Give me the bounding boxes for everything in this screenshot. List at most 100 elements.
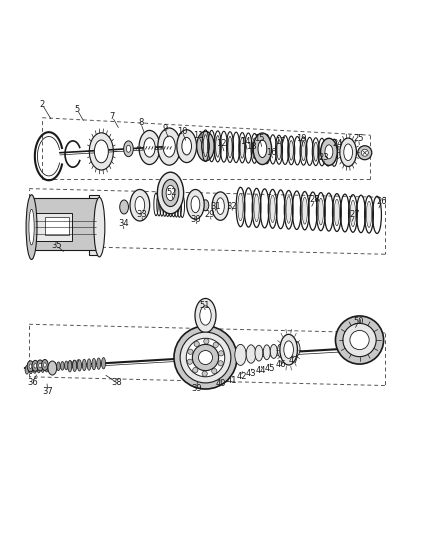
Ellipse shape [191,196,199,213]
Ellipse shape [313,142,317,161]
Text: 35: 35 [51,241,62,250]
Ellipse shape [166,185,174,200]
Text: 11: 11 [193,131,203,140]
Ellipse shape [253,133,271,165]
Ellipse shape [276,140,280,160]
Text: 37: 37 [42,387,53,395]
Circle shape [335,316,383,364]
Text: 10: 10 [177,127,187,136]
Ellipse shape [33,365,36,373]
Ellipse shape [139,131,159,165]
Ellipse shape [34,364,36,368]
Ellipse shape [339,138,356,166]
Ellipse shape [60,361,64,370]
Text: 52: 52 [166,189,176,198]
Text: 41: 41 [226,376,237,385]
Text: 47: 47 [288,356,299,365]
Ellipse shape [157,128,180,165]
Ellipse shape [216,198,224,214]
Ellipse shape [130,189,149,221]
Text: 23: 23 [318,154,328,163]
Ellipse shape [350,200,355,227]
Ellipse shape [253,194,258,222]
Ellipse shape [41,364,44,373]
Text: 40: 40 [215,379,225,388]
Text: 34: 34 [118,219,128,228]
Ellipse shape [64,361,68,370]
Ellipse shape [94,140,108,163]
Ellipse shape [286,196,291,223]
Ellipse shape [285,343,291,356]
Circle shape [180,332,230,383]
Circle shape [218,351,223,356]
Ellipse shape [37,364,40,373]
Ellipse shape [279,334,297,365]
Polygon shape [89,195,99,255]
Ellipse shape [29,209,34,245]
Ellipse shape [289,141,293,160]
Circle shape [349,330,368,350]
Circle shape [211,368,216,374]
Text: 5: 5 [74,106,80,115]
Ellipse shape [177,130,196,163]
Ellipse shape [94,197,105,257]
Ellipse shape [196,131,214,161]
Text: 9: 9 [162,124,167,133]
Ellipse shape [318,198,323,225]
Circle shape [198,351,212,365]
Ellipse shape [277,344,283,357]
Bar [45,217,69,235]
Text: 38: 38 [111,378,122,387]
Text: 36: 36 [27,378,38,387]
Text: 50: 50 [353,317,363,326]
Ellipse shape [264,139,268,159]
Ellipse shape [157,172,183,214]
Ellipse shape [343,144,352,160]
Ellipse shape [254,345,262,361]
Text: 46: 46 [275,360,286,369]
Text: 32: 32 [226,201,237,211]
Ellipse shape [72,360,76,369]
Ellipse shape [270,344,277,358]
Text: 51: 51 [198,301,209,310]
Ellipse shape [263,345,270,360]
Ellipse shape [237,193,243,221]
Ellipse shape [283,341,293,358]
Circle shape [357,146,371,160]
Ellipse shape [291,341,299,356]
Text: 43: 43 [245,369,256,378]
Text: 45: 45 [264,364,275,373]
Ellipse shape [26,195,37,260]
Ellipse shape [181,138,191,155]
Ellipse shape [45,363,48,372]
Circle shape [192,344,218,370]
Ellipse shape [29,364,32,368]
Ellipse shape [42,359,48,370]
Text: 39: 39 [191,384,201,393]
Ellipse shape [240,138,244,158]
Ellipse shape [227,136,232,158]
Circle shape [173,326,237,389]
Ellipse shape [194,298,215,333]
Circle shape [218,361,223,366]
Ellipse shape [68,361,72,372]
Text: 12: 12 [216,140,226,149]
Text: 19: 19 [296,134,306,143]
Ellipse shape [49,363,52,372]
Ellipse shape [201,139,209,154]
Ellipse shape [120,200,128,214]
Ellipse shape [252,138,256,159]
Ellipse shape [269,195,275,222]
Circle shape [203,339,208,344]
Ellipse shape [29,365,32,374]
Ellipse shape [37,360,43,371]
Ellipse shape [162,180,178,207]
Text: 7: 7 [110,112,115,122]
Polygon shape [32,198,99,250]
Ellipse shape [126,146,131,152]
Circle shape [186,338,224,377]
Ellipse shape [92,358,95,370]
Ellipse shape [212,192,228,220]
Ellipse shape [325,143,329,161]
Ellipse shape [73,360,77,372]
